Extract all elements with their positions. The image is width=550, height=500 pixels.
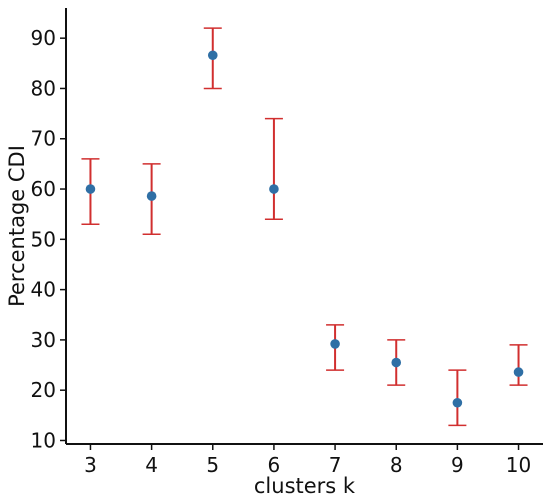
- x-tick-label: 3: [84, 453, 97, 477]
- y-axis-title: Percentage CDI: [5, 145, 29, 307]
- y-tick-label: 90: [31, 26, 56, 50]
- y-tick-label: 20: [31, 378, 56, 402]
- x-axis-title: clusters k: [254, 474, 356, 498]
- y-tick-label: 30: [31, 328, 56, 352]
- data-point: [146, 191, 157, 201]
- x-tick-label: 8: [390, 453, 403, 477]
- y-tick-label: 10: [31, 428, 56, 452]
- data-point: [85, 184, 96, 194]
- error-bar: [264, 117, 283, 220]
- y-tick-label: 50: [31, 227, 56, 251]
- x-tick-label: 9: [451, 453, 464, 477]
- data-point: [452, 397, 463, 408]
- data-point: [391, 357, 402, 368]
- x-tick-label: 10: [506, 453, 531, 477]
- y-tick-label: 40: [31, 278, 56, 302]
- data-point: [269, 184, 279, 194]
- axes: [65, 8, 543, 445]
- x-axis-ticks: 3 4 5 6 7 8 9 10: [84, 444, 531, 477]
- error-bar: [448, 369, 467, 427]
- y-tick-label: 60: [31, 177, 56, 201]
- data-point: [330, 339, 340, 349]
- x-tick-label: 5: [206, 453, 219, 477]
- y-axis-ticks: 10 20 30 40 50 60 70 80 90: [31, 26, 66, 452]
- data-points: [85, 50, 524, 408]
- data-point: [513, 367, 524, 377]
- y-tick-label: 70: [31, 127, 56, 151]
- y-tick-label: 80: [31, 76, 56, 100]
- x-tick-label: 4: [145, 453, 158, 477]
- x-tick-label: 6: [268, 453, 281, 477]
- data-point: [207, 50, 218, 61]
- error-bars: [81, 27, 528, 427]
- error-bar: [509, 344, 528, 386]
- x-tick-label: 7: [329, 453, 342, 477]
